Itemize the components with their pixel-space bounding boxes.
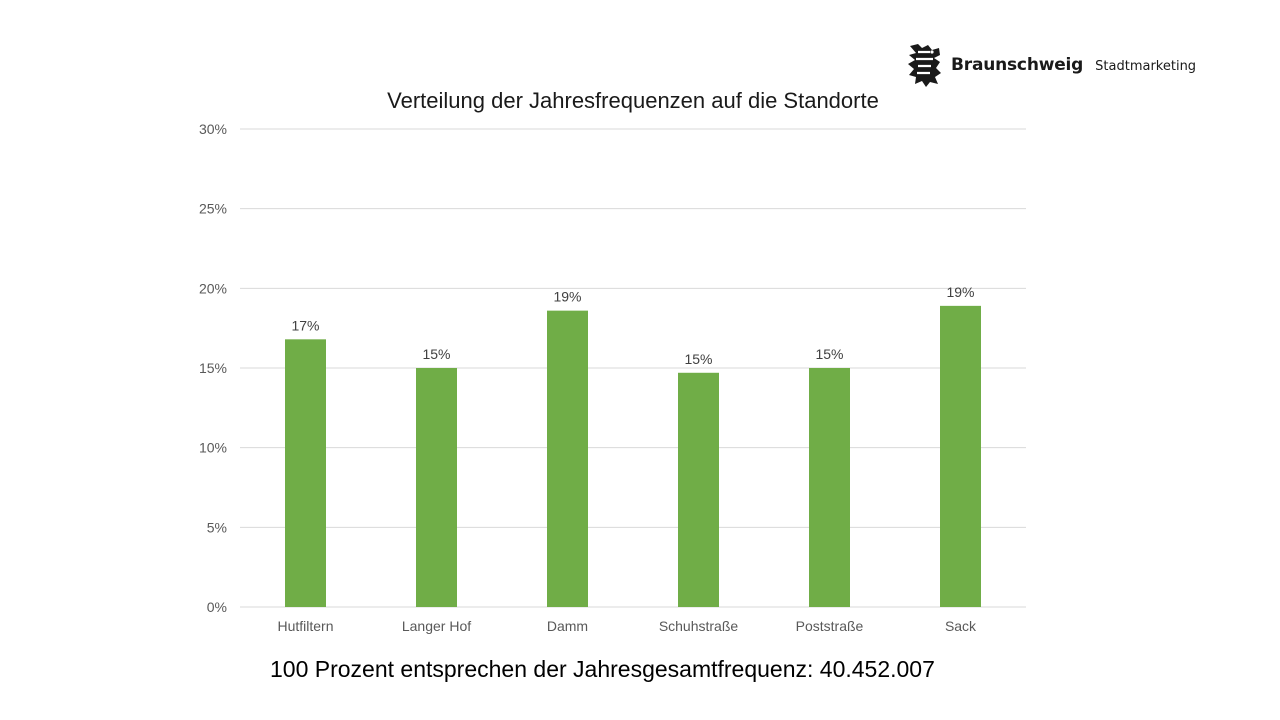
bar: [809, 368, 850, 607]
bar: [678, 372, 719, 607]
data-label: 15%: [684, 351, 712, 367]
data-label: 19%: [946, 284, 974, 300]
x-tick-label: Schuhstraße: [659, 618, 739, 634]
y-tick-label: 10%: [199, 440, 227, 456]
y-tick-label: 20%: [199, 280, 227, 296]
y-tick-label: 5%: [207, 519, 227, 535]
data-label: 15%: [815, 346, 843, 362]
chart-title: Verteilung der Jahresfrequenzen auf die …: [387, 88, 879, 113]
x-tick-label: Hutfiltern: [277, 618, 333, 634]
footnote: 100 Prozent entsprechen der Jahresgesamt…: [270, 656, 935, 682]
x-tick-label: Poststraße: [796, 618, 864, 634]
y-tick-label: 0%: [207, 599, 227, 615]
lion-icon: [908, 44, 941, 87]
bar: [285, 339, 326, 607]
y-tick-label: 15%: [199, 360, 227, 376]
x-tick-label: Langer Hof: [402, 618, 471, 634]
bar: [940, 305, 981, 607]
y-tick-label: 25%: [199, 201, 227, 217]
data-label: 19%: [553, 289, 581, 305]
bar: [416, 368, 457, 607]
bar: [547, 310, 588, 607]
x-tick-label: Damm: [547, 618, 588, 634]
data-label: 15%: [422, 346, 450, 362]
braunschweig-logo: Braunschweig Stadtmarketing: [906, 42, 1196, 88]
logo-name: Braunschweig: [951, 55, 1084, 75]
logo-subtitle: Stadtmarketing: [1095, 58, 1197, 74]
data-label: 17%: [291, 317, 319, 333]
x-tick-label: Sack: [945, 618, 977, 634]
y-tick-label: 30%: [199, 121, 227, 137]
